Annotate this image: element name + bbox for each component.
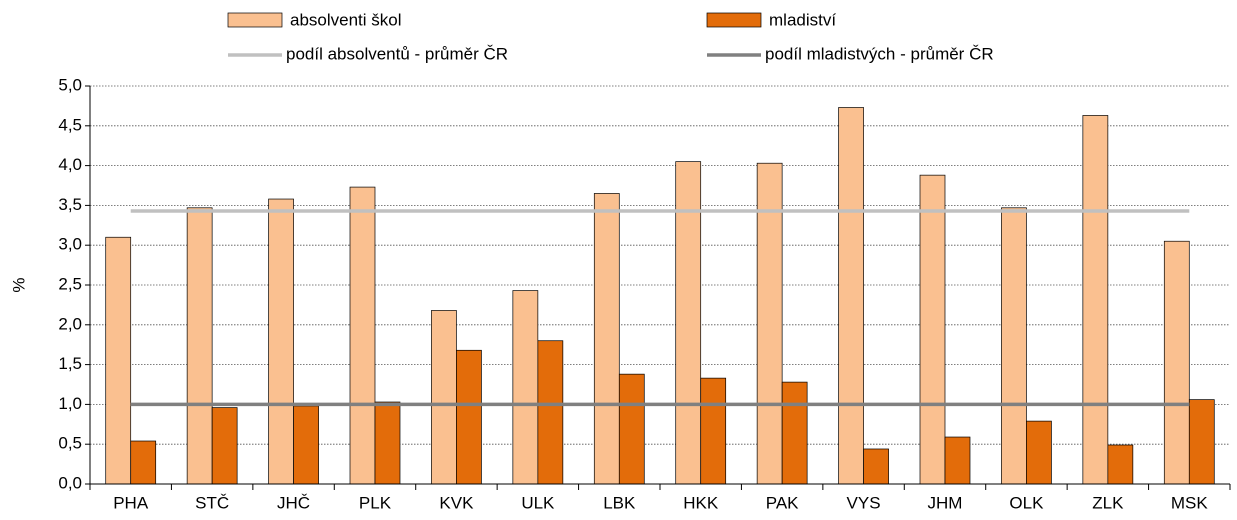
x-tick-label: VYS	[847, 493, 881, 512]
bar	[1001, 207, 1027, 485]
bar	[756, 162, 783, 485]
bar	[293, 405, 319, 485]
bar	[268, 198, 294, 485]
x-tick-label: PLK	[359, 493, 392, 512]
y-tick-label: 3,5	[58, 195, 82, 214]
y-tick-label: 4,5	[58, 115, 82, 134]
x-tick-label: PAK	[766, 493, 799, 512]
x-tick-label: HKK	[683, 493, 719, 512]
bar	[186, 207, 213, 485]
x-tick-label: ULK	[521, 493, 555, 512]
bar	[593, 193, 620, 485]
y-tick-label: 2,5	[58, 274, 82, 293]
x-tick-label: LBK	[603, 493, 636, 512]
bar	[105, 236, 132, 485]
bar	[130, 440, 157, 485]
y-tick-label: 3,0	[58, 235, 82, 254]
bar	[349, 186, 376, 485]
bar	[944, 436, 971, 485]
bar	[431, 310, 457, 485]
y-tick-label: 0,0	[58, 473, 82, 492]
bar	[1026, 420, 1052, 485]
bar	[374, 401, 401, 485]
bar	[781, 381, 808, 485]
bar	[512, 290, 539, 485]
bar	[700, 377, 727, 485]
y-tick-label: 1,0	[58, 394, 82, 413]
y-tick-label: 5,0	[58, 75, 82, 94]
bar	[1188, 399, 1215, 485]
x-tick-label: JHČ	[277, 493, 310, 512]
legend-label: podíl mladistvých - průměr ČR	[765, 44, 994, 63]
bar	[1082, 115, 1109, 485]
legend-label: podíl absolventů - průměr ČR	[286, 44, 508, 63]
y-tick-label: 4,0	[58, 155, 82, 174]
legend-swatch	[706, 12, 762, 28]
y-axis-label: %	[9, 277, 28, 292]
x-tick-label: OLK	[1009, 493, 1044, 512]
y-tick-label: 1,5	[58, 354, 82, 373]
legend-swatch	[227, 12, 283, 28]
x-tick-label: MSK	[1171, 493, 1209, 512]
y-tick-label: 0,5	[58, 434, 82, 453]
x-tick-label: KVK	[439, 493, 474, 512]
x-tick-label: JHM	[928, 493, 963, 512]
x-tick-label: PHA	[113, 493, 149, 512]
bar	[863, 448, 889, 485]
bar	[456, 349, 482, 485]
legend-label: mladiství	[769, 10, 836, 29]
bar	[211, 407, 238, 485]
x-tick-label: STČ	[195, 493, 229, 512]
x-tick-label: ZLK	[1092, 493, 1124, 512]
bar	[618, 373, 645, 485]
bar	[1163, 240, 1190, 485]
y-tick-label: 2,0	[58, 314, 82, 333]
bar	[838, 107, 864, 485]
legend-label: absolventi škol	[290, 10, 402, 29]
bar	[919, 174, 946, 485]
bar	[1107, 444, 1134, 485]
bar	[537, 340, 564, 485]
